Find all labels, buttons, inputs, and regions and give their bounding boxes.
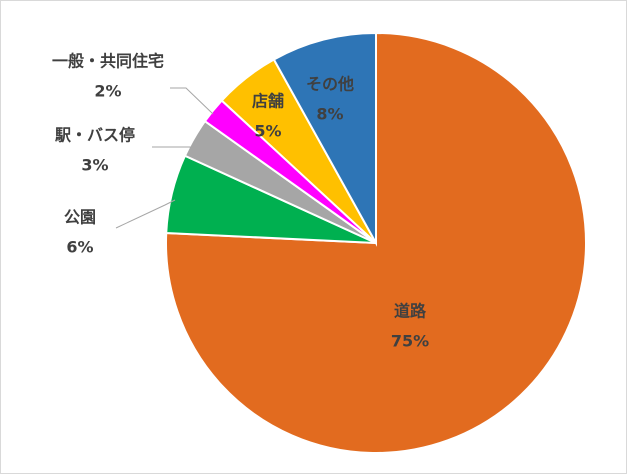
leader-lines [115, 87, 214, 229]
category-label: その他 [306, 75, 354, 94]
pie-slice [165, 31, 587, 454]
leader-line [115, 199, 176, 229]
value-label: 3% [81, 156, 108, 175]
pie-slice [272, 31, 377, 247]
value-label: 75% [391, 332, 429, 351]
category-label: 公園 [64, 208, 96, 227]
value-label: 5% [254, 122, 281, 141]
value-label: 8% [316, 105, 343, 124]
category-label: 一般・共同住宅 [52, 52, 164, 71]
category-label: 店舗 [252, 92, 284, 111]
value-label: 2% [94, 82, 121, 101]
category-label: 道路 [394, 302, 427, 321]
leader-line [152, 146, 195, 155]
value-label: 6% [66, 238, 93, 257]
leader-line [170, 87, 214, 115]
category-label: 駅・バス停 [54, 126, 135, 145]
